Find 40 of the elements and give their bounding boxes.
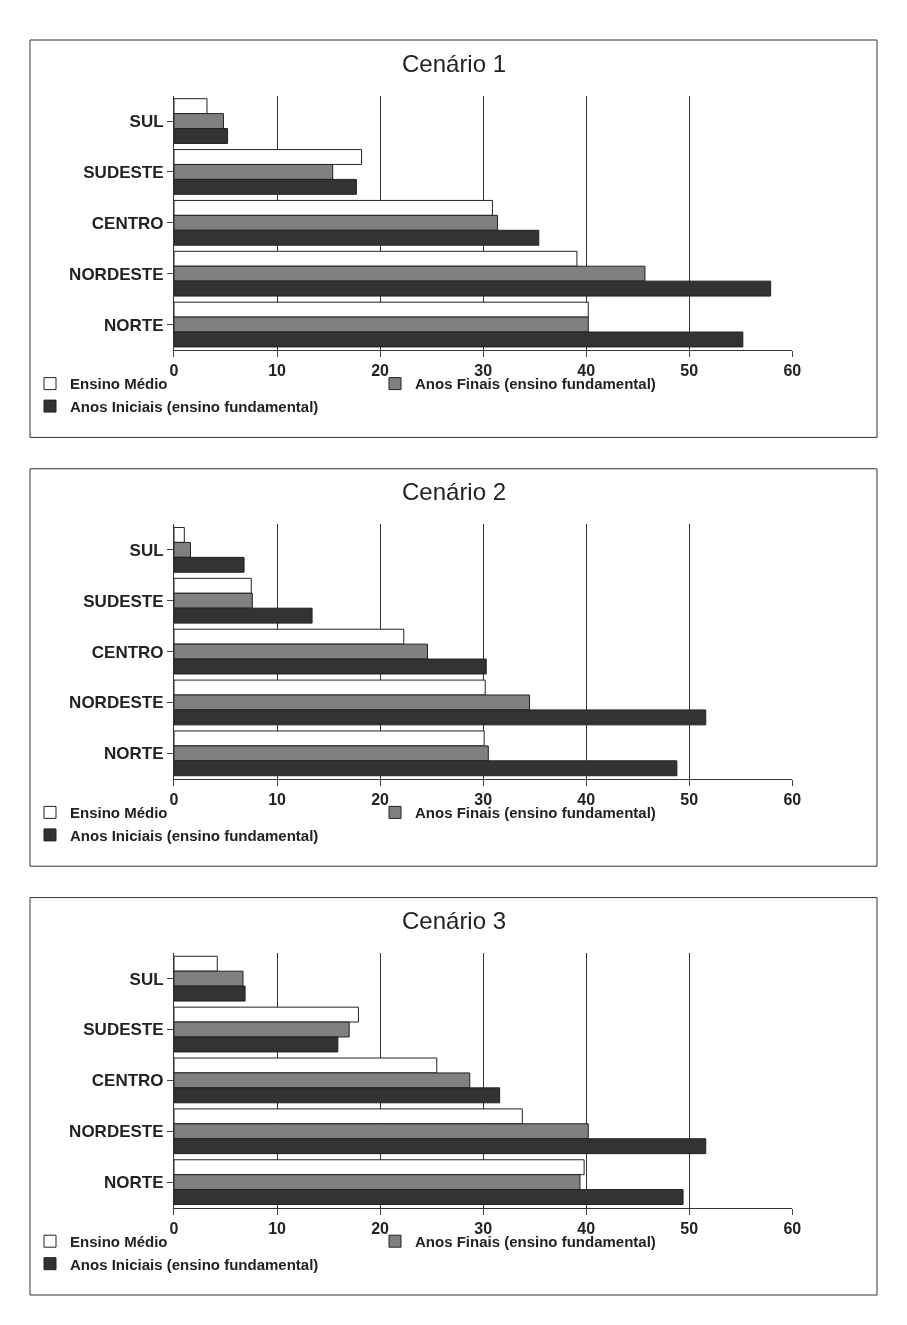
y-tick-label: SUDESTE (83, 591, 164, 611)
y-tick-label: NORDESTE (69, 693, 164, 713)
y-tick-label: CENTRO (91, 1071, 164, 1091)
legend-label: Ensino Médio (70, 804, 168, 822)
legend-label: Anos Iniciais (ensino fundamental) (70, 826, 319, 844)
x-tick-label: 60 (783, 1219, 802, 1237)
x-tick-label: 0 (169, 362, 179, 380)
chart-title: Cenário 2 (402, 478, 507, 505)
y-tick-label: SUL (129, 112, 164, 132)
x-tick-label: 60 (783, 362, 802, 380)
y-tick-label: NORTE (104, 1173, 164, 1193)
legend-label: Anos Finais (ensino fundamental) (415, 375, 656, 393)
y-tick-label: CENTRO (91, 642, 164, 662)
x-tick-label: 50 (680, 790, 699, 808)
x-tick-label: 50 (680, 362, 699, 380)
chart-title: Cenário 3 (402, 907, 507, 934)
legend-label: Anos Iniciais (ensino fundamental) (70, 397, 319, 415)
y-tick-label: SUL (129, 540, 164, 560)
y-tick-label: SUDESTE (83, 1020, 164, 1040)
x-tick-label: 20 (371, 362, 390, 380)
x-tick-label: 0 (169, 1219, 179, 1237)
y-tick-label: NORDESTE (69, 264, 164, 284)
y-tick-label: NORTE (104, 744, 164, 764)
x-tick-label: 50 (680, 1219, 699, 1237)
legend-label: Ensino Médio (70, 1233, 168, 1251)
y-tick-label: NORTE (104, 315, 164, 335)
y-tick-label: NORDESTE (69, 1122, 164, 1142)
x-tick-label: 20 (371, 790, 390, 808)
chart-title: Cenário 1 (402, 50, 507, 77)
x-tick-label: 0 (169, 790, 179, 808)
x-tick-label: 20 (371, 1219, 390, 1237)
y-tick-label: CENTRO (91, 213, 164, 233)
legend-label: Ensino Médio (70, 375, 168, 393)
x-tick-label: 10 (268, 790, 287, 808)
legend-label: Anos Iniciais (ensino fundamental) (70, 1255, 319, 1273)
y-tick-label: SUL (129, 969, 164, 989)
x-tick-label: 10 (268, 1219, 287, 1237)
y-tick-label: SUDESTE (83, 162, 164, 182)
x-tick-label: 10 (268, 362, 287, 380)
x-tick-label: 60 (783, 790, 802, 808)
